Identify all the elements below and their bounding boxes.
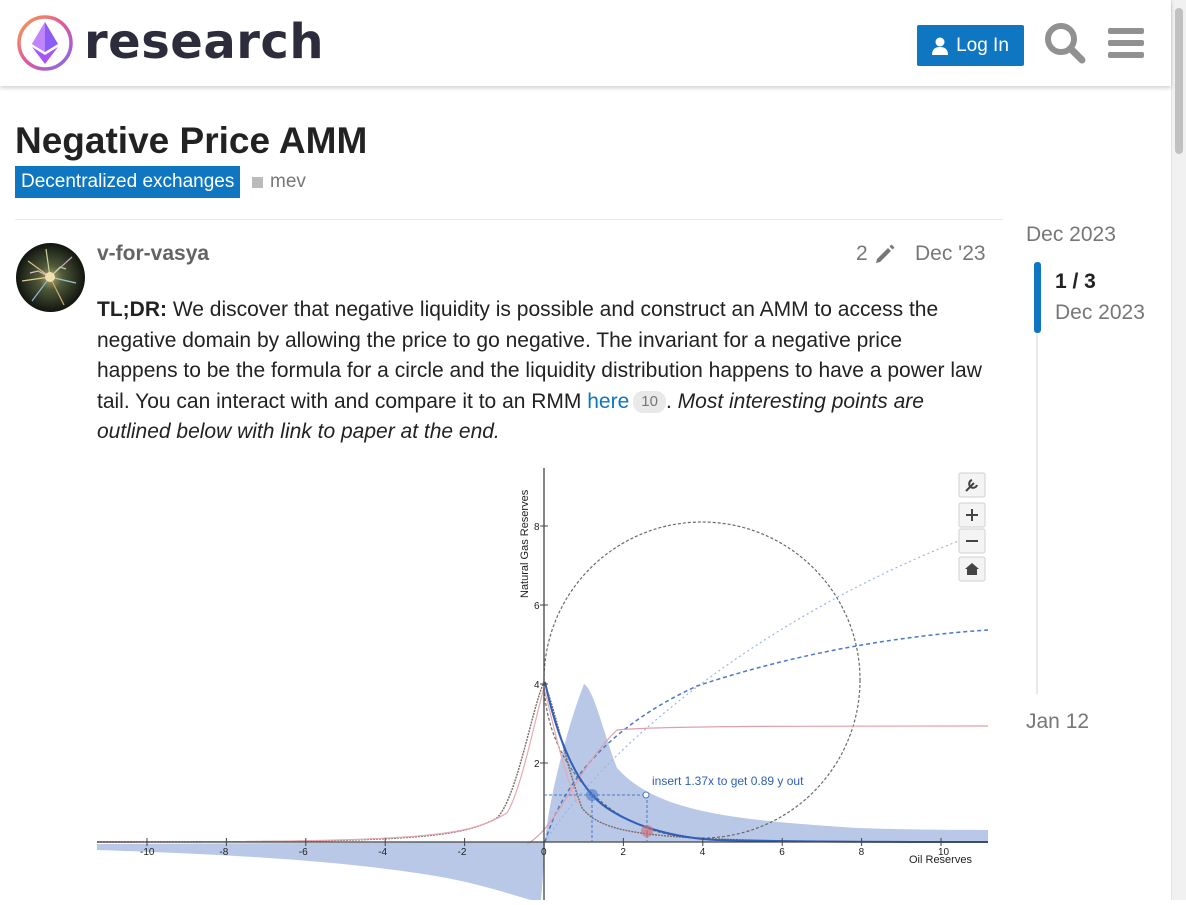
scrollbar-thumb[interactable] [1175, 8, 1183, 154]
timeline-handle[interactable] [1034, 262, 1041, 333]
reset-view-button[interactable] [958, 556, 986, 582]
tag-mev[interactable]: mev [252, 166, 306, 198]
y-tick-label: 4 [534, 680, 540, 691]
post-edit-history[interactable]: 2 [856, 240, 896, 268]
rmm-link[interactable]: here [587, 389, 630, 413]
y-tick-label: 2 [534, 759, 540, 770]
y-tick-label: 8 [534, 522, 540, 533]
x-tick-label: 10 [938, 847, 950, 858]
user-icon [932, 37, 949, 55]
tag-label: mev [270, 171, 306, 192]
x-tick-label: -8 [219, 847, 228, 858]
dashed-liquidity-curve [544, 629, 989, 843]
ethresear-logo-icon[interactable] [16, 14, 74, 72]
x-tick-label: -4 [378, 847, 387, 858]
annotation-label: insert 1.37x to get 0.89 y out [652, 774, 804, 788]
tag-square-icon [252, 176, 263, 188]
login-label: Log In [956, 34, 1009, 56]
post-text-2: . [665, 389, 678, 413]
login-button[interactable]: Log In [917, 25, 1024, 66]
post-body: TL;DR: We discover that negative liquidi… [97, 295, 987, 448]
dotted-reference-curve [544, 529, 989, 843]
category-badge[interactable]: Decentralized exchanges [15, 166, 241, 198]
gaussian-curve-pink [96, 685, 578, 843]
timeline-end-date[interactable]: Jan 12 [1026, 710, 1090, 733]
logo-wordmark[interactable]: research [84, 14, 325, 70]
x-tick-label: -6 [299, 847, 308, 858]
x-tick-label: 8 [859, 847, 865, 858]
graph-settings-button[interactable] [958, 472, 986, 498]
x-tick-label: -10 [140, 847, 155, 858]
avatar-image [16, 243, 85, 312]
x-ticks: -10 -8 -6 -4 -2 0 2 4 6 8 10 [140, 838, 950, 858]
post-italic-text: Most interesting points are outlined bel… [97, 389, 924, 444]
target-point[interactable] [641, 825, 653, 837]
zoom-out-button[interactable] [958, 528, 986, 554]
positive-liquidity-area [545, 684, 988, 842]
topic-title[interactable]: Negative Price AMM [15, 120, 368, 161]
timeline-start-date[interactable]: Dec 2023 [1026, 223, 1116, 246]
site-header: research Log In [0, 0, 1171, 86]
post-text-1: We discover that negative liquidity is p… [97, 298, 982, 413]
x-tick-label: 2 [620, 847, 626, 858]
topic-divider [15, 219, 1003, 220]
timeline-current-date: Dec 2023 [1055, 301, 1145, 324]
timeline-track[interactable] [1036, 262, 1038, 694]
x-tick-label: 6 [779, 847, 785, 858]
pink-reference-curve [526, 725, 989, 845]
negative-liquidity-area [97, 842, 545, 900]
home-icon [965, 563, 979, 575]
x-tick-label: 0 [541, 847, 547, 858]
tldr-label: TL;DR: [97, 298, 167, 321]
y-ticks: 8 6 4 2 [534, 522, 548, 770]
y-axis-label: Natural Gas Reserves [519, 489, 531, 598]
edit-count: 2 [856, 242, 868, 265]
avatar[interactable] [16, 243, 85, 312]
page-scrollbar[interactable] [1171, 0, 1186, 900]
hamburger-menu-icon[interactable] [1106, 20, 1148, 66]
search-icon[interactable] [1044, 20, 1086, 66]
post-paragraph: TL;DR: We discover that negative liquidi… [97, 295, 987, 448]
pencil-icon [875, 244, 895, 263]
zoom-in-button[interactable] [958, 502, 986, 528]
wrench-icon [965, 479, 978, 492]
timeline-post-counter: 1 / 3 [1055, 270, 1096, 293]
post-username[interactable]: v-for-vasya [97, 242, 210, 265]
current-point[interactable] [586, 789, 598, 801]
y-tick-label: 6 [534, 601, 540, 612]
link-click-count: 10 [633, 390, 666, 413]
x-axis-label: Oil Reserves [909, 854, 972, 866]
x-tick-label: 4 [700, 847, 706, 858]
amm-graph: -10 -8 -6 -4 -2 0 2 4 6 8 10 8 6 4 2 insert 1.37x to … [96, 468, 989, 900]
guide-point [642, 791, 650, 799]
x-tick-label: -2 [458, 847, 467, 858]
plus-icon [966, 509, 978, 521]
post-figure[interactable]: -10 -8 -6 -4 -2 0 2 4 6 8 10 8 6 4 2 insert 1.37x to … [96, 468, 989, 900]
post-date[interactable]: Dec '23 [915, 242, 986, 265]
